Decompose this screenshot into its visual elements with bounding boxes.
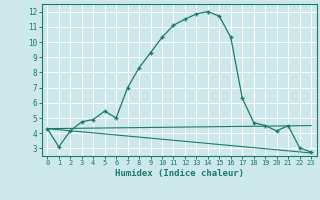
X-axis label: Humidex (Indice chaleur): Humidex (Indice chaleur): [115, 169, 244, 178]
